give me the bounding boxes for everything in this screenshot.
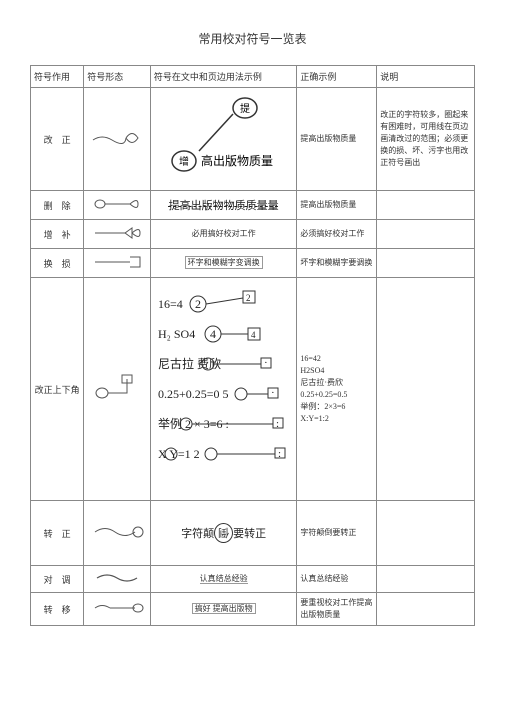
- cell-correct: 16=42 H2SO4 尼古拉·费欣 0.25+0.25=0.5 举例：2×3=…: [297, 278, 377, 501]
- table-row: 换 损 环字和模糊字变调换 坏字和模糊字要调换: [31, 249, 475, 278]
- cell-usage: 搞好 提高出版物: [150, 593, 297, 626]
- usage-text: 提高出版物物质质量量: [169, 197, 279, 213]
- svg-text:H₂ SO4: H₂ SO4: [158, 327, 195, 341]
- header-usage: 符号在文中和页边用法示例: [150, 66, 297, 88]
- cell-desc: [377, 566, 475, 593]
- cell-usage: 环字和模糊字变调换: [150, 249, 297, 278]
- cell-action: 增 补: [31, 220, 84, 249]
- cell-correct: 提高出版物质量: [297, 88, 377, 191]
- table-row: 对 调 认真结总经验 认真总结经验: [31, 566, 475, 593]
- table-row: 转 移 搞好 提高出版物 要重视校对工作提高出版物质量: [31, 593, 475, 626]
- table-header-row: 符号作用 符号形态 符号在文中和页边用法示例 正确示例 说明: [31, 66, 475, 88]
- svg-text:X Y=1 2: X Y=1 2: [158, 447, 200, 461]
- table-row: 删 除 提高出版物物质质量量 提高出版物质量: [31, 191, 475, 220]
- header-action: 符号作用: [31, 66, 84, 88]
- oval-text: 提: [240, 103, 250, 115]
- cell-action: 对 调: [31, 566, 84, 593]
- svg-text:2: 2: [195, 297, 201, 311]
- cell-correct: 字符颠倒要转正: [297, 501, 377, 566]
- cell-shape: [84, 593, 151, 626]
- correction-mark-icon: [90, 126, 145, 150]
- cell-action: 换 损: [31, 249, 84, 278]
- correct-line: 16=42: [300, 353, 373, 365]
- cell-usage: 提 增 高出版物质量: [150, 88, 297, 191]
- cell-usage: 16=4 2 2 H₂ SO4 4 4 尼古拉 费欣: [150, 278, 297, 501]
- svg-text:16=4: 16=4: [158, 297, 183, 311]
- cell-action: 改正上下角: [31, 278, 84, 501]
- cell-correct: 坏字和模糊字要调换: [297, 249, 377, 278]
- cell-shape: [84, 566, 151, 593]
- oval-text: 增: [179, 155, 189, 168]
- usage-text: 搞好 提高出版物: [192, 603, 256, 614]
- usage-diagram: 16=4 2 2 H₂ SO4 4 4 尼古拉 费欣: [153, 288, 298, 488]
- header-desc: 说明: [377, 66, 475, 88]
- header-correct: 正确示例: [297, 66, 377, 88]
- cell-desc: [377, 278, 475, 501]
- svg-text:·: ·: [271, 387, 275, 399]
- flipped-char: 倒: [214, 523, 233, 543]
- cell-correct: 必须搞好校对工作: [297, 220, 377, 249]
- proofreading-table: 符号作用 符号形态 符号在文中和页边用法示例 正确示例 说明 改 正 提: [30, 65, 475, 626]
- table-row: 改 正 提 增 高出版物质量 提高出版物质量 改正的字符较多，圈起来有困难时，: [31, 88, 475, 191]
- replace-mark-icon: [90, 253, 145, 271]
- cell-desc: [377, 191, 475, 220]
- usage-text: 环字和模糊字变调换: [185, 256, 263, 269]
- usage-text: 高出版物质量: [201, 153, 273, 168]
- correct-line: 举例：2×3=6: [300, 401, 373, 413]
- usage-text: 字符颠: [181, 525, 214, 541]
- cell-desc: [377, 501, 475, 566]
- cell-desc: [377, 220, 475, 249]
- cell-shape: [84, 220, 151, 249]
- cell-action: 改 正: [31, 88, 84, 191]
- cell-shape: [84, 501, 151, 566]
- cell-action: 转 移: [31, 593, 84, 626]
- header-shape: 符号形态: [84, 66, 151, 88]
- svg-text:·: ·: [264, 357, 268, 369]
- subscript-mark-icon: [92, 373, 142, 403]
- cell-shape: [84, 249, 151, 278]
- insert-mark-icon: [90, 224, 145, 242]
- usage-text: 认真结总经验: [200, 574, 248, 584]
- svg-text::: :: [278, 448, 281, 460]
- table-row: 转 正 字符颠倒要转正 字符颠倒要转正: [31, 501, 475, 566]
- move-mark-icon: [90, 599, 145, 617]
- svg-text:4: 4: [210, 327, 216, 341]
- cell-desc: 改正的字符较多，圈起来有困难时，可用线在页边画清改过的范围；必须更换的损、坏、污…: [377, 88, 475, 191]
- correct-line: H2SO4: [300, 365, 373, 377]
- cell-shape: [84, 278, 151, 501]
- svg-text::: :: [276, 418, 279, 430]
- cell-usage: 认真结总经验: [150, 566, 297, 593]
- svg-text:0.25+0.25=0 5: 0.25+0.25=0 5: [158, 387, 229, 401]
- rotate-mark-icon: [90, 522, 145, 542]
- delete-mark-icon: [90, 195, 145, 213]
- cell-usage: 必用搞好校对工作: [150, 220, 297, 249]
- cell-action: 转 正: [31, 501, 84, 566]
- correct-line: 尼古拉·费欣: [300, 377, 373, 389]
- svg-text:4: 4: [251, 330, 256, 340]
- usage-diagram: 提 增 高出版物质量: [159, 96, 289, 181]
- cell-usage: 提高出版物物质质量量: [150, 191, 297, 220]
- cell-correct: 认真总结经验: [297, 566, 377, 593]
- cell-correct: 提高出版物质量: [297, 191, 377, 220]
- swap-mark-icon: [92, 570, 142, 586]
- cell-action: 删 除: [31, 191, 84, 220]
- table-row: 改正上下角 16=4 2 2 H₂ SO: [31, 278, 475, 501]
- cell-desc: [377, 593, 475, 626]
- cell-shape: [84, 88, 151, 191]
- cell-shape: [84, 191, 151, 220]
- svg-text:2: 2: [246, 293, 251, 303]
- table-row: 增 补 必用搞好校对工作 必须搞好校对工作: [31, 220, 475, 249]
- page-title: 常用校对符号一览表: [30, 30, 475, 47]
- cell-usage: 字符颠倒要转正: [150, 501, 297, 566]
- correct-line: X:Y=1:2: [300, 413, 373, 425]
- cell-correct: 要重视校对工作提高出版物质量: [297, 593, 377, 626]
- usage-text: 要转正: [233, 525, 266, 541]
- correct-line: 0.25+0.25=0.5: [300, 389, 373, 401]
- cell-desc: [377, 249, 475, 278]
